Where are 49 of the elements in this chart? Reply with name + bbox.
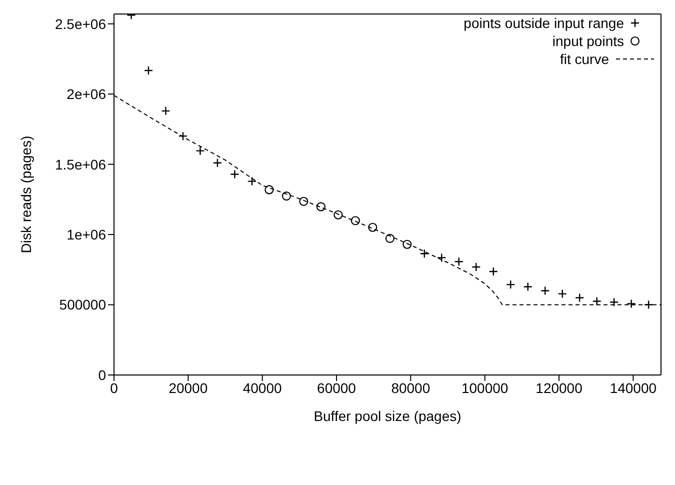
x-tick-label: 60000 — [317, 380, 356, 396]
point — [609, 298, 619, 307]
x-tick-label: 120000 — [536, 380, 583, 396]
legend-label: input points — [552, 33, 624, 49]
point — [144, 66, 154, 76]
x-axis-title: Buffer pool size (pages) — [314, 408, 462, 424]
point — [196, 146, 205, 156]
x-tick-label: 0 — [110, 380, 118, 396]
point — [316, 202, 326, 212]
point — [472, 262, 481, 272]
point — [385, 234, 394, 244]
point — [506, 280, 516, 290]
point — [368, 222, 378, 232]
point — [488, 266, 498, 276]
x-tick-label: 80000 — [391, 380, 430, 396]
point — [558, 289, 567, 298]
x-tick-label: 20000 — [168, 380, 208, 396]
y-tick-label: 1e+06 — [66, 226, 106, 243]
point — [178, 131, 188, 141]
y-tick-label: 2.5e+06 — [55, 16, 106, 32]
point — [212, 158, 222, 168]
point — [592, 296, 602, 306]
point — [644, 300, 654, 310]
point — [161, 106, 170, 116]
legend-label: points outside input range — [464, 15, 624, 31]
y-tick-label: 2e+06 — [66, 86, 106, 102]
point — [402, 240, 412, 249]
point — [282, 191, 291, 201]
point — [420, 249, 429, 258]
point — [540, 286, 550, 296]
point — [454, 257, 464, 266]
x-tick-label: 100000 — [461, 380, 508, 396]
x-tick-label: 40000 — [242, 380, 282, 396]
point — [350, 216, 360, 226]
point — [264, 185, 274, 194]
point — [299, 196, 308, 206]
point — [247, 176, 257, 186]
point — [334, 210, 343, 220]
y-tick-label: 500000 — [59, 296, 106, 313]
point — [437, 253, 446, 262]
y-tick-label: 1.5e+06 — [55, 156, 106, 172]
point — [523, 282, 532, 292]
legend-label: fit curve — [560, 51, 609, 67]
point — [575, 293, 584, 302]
y-tick-label: 0 — [98, 366, 106, 383]
point — [230, 170, 240, 179]
y-axis-title: Disk reads (pages) — [18, 136, 34, 254]
x-tick-label: 140000 — [610, 380, 657, 396]
point — [626, 299, 636, 308]
